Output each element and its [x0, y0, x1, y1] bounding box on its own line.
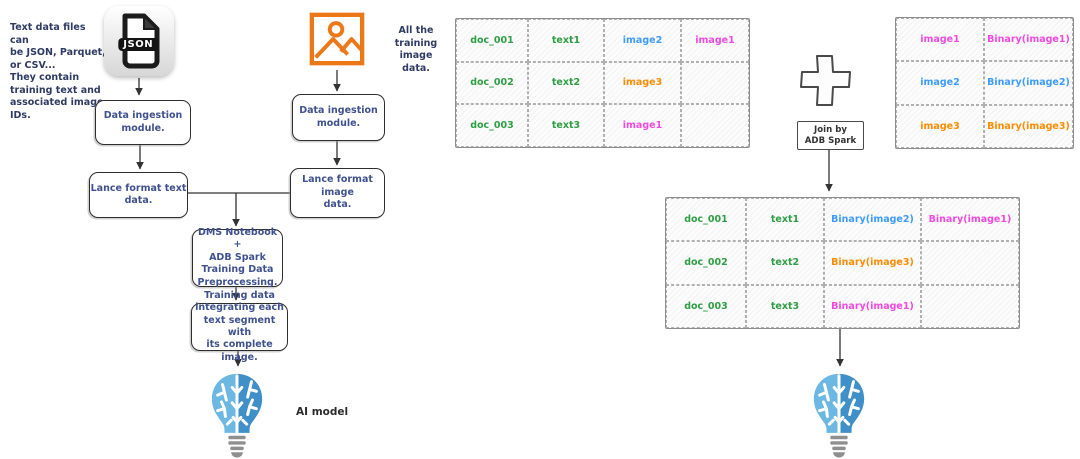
- json-label: JSON: [118, 38, 159, 51]
- ai-brain-bulb-icon: [211, 373, 263, 458]
- table-cell: [921, 241, 1019, 285]
- lance-format-image-box: Lance format image data.: [290, 168, 385, 218]
- table-cell: text1: [746, 198, 824, 242]
- table-cell: text1: [528, 19, 604, 62]
- image-binary-table: image1 Binary(image1) image2 Binary(image2)…: [895, 17, 1074, 149]
- plus-icon: [800, 55, 851, 106]
- table-cell: Binary(image2): [824, 198, 921, 242]
- table-cell: doc_002: [456, 61, 528, 105]
- table-cell: image2: [896, 61, 984, 105]
- training-data-box: Training data integrating each text segm…: [191, 290, 288, 363]
- table-cell: doc_002: [666, 241, 746, 285]
- table-cell: [681, 104, 749, 147]
- table-cell: doc_001: [666, 198, 746, 242]
- joined-result-table: doc_001 text1 Binary(image2) Binary(image1)…: [665, 197, 1020, 329]
- table-cell: Binary(image3): [824, 241, 921, 285]
- ai-model-label: AI model: [296, 406, 349, 418]
- table-cell: text3: [746, 284, 824, 328]
- json-file-icon: JSON: [104, 6, 174, 76]
- image-file-icon: [309, 12, 365, 66]
- ai-brain-bulb-icon: [813, 373, 865, 458]
- text-files-note: Text data files can be JSON, Parquet, or…: [10, 22, 106, 121]
- table-cell: doc_003: [456, 104, 528, 147]
- table-cell: Binary(image2): [984, 61, 1073, 105]
- table-cell: image3: [896, 104, 984, 148]
- table-cell: Binary(image1): [921, 198, 1019, 242]
- table-cell: Binary(image3): [984, 104, 1073, 148]
- table-cell: doc_003: [666, 284, 746, 328]
- dms-notebook-box: DMS Notebook + ADB Spark Training Data P…: [192, 227, 283, 288]
- table-cell: image2: [604, 19, 681, 62]
- data-ingestion-image-box: Data ingestion module.: [292, 94, 385, 141]
- table-cell: image1: [681, 19, 749, 62]
- table-cell: image1: [604, 104, 681, 147]
- table-cell: text2: [528, 61, 604, 105]
- table-cell: text2: [746, 241, 824, 285]
- data-ingestion-text-box: Data ingestion module.: [95, 100, 191, 145]
- table-cell: text3: [528, 104, 604, 147]
- table-cell: doc_001: [456, 19, 528, 62]
- table-cell: Binary(image1): [824, 284, 921, 328]
- training-image-note: All the training image data.: [394, 25, 438, 74]
- table-cell: image3: [604, 61, 681, 105]
- text-image-ref-table: doc_001 text1 image2 image1 doc_002 text2 imag…: [455, 18, 750, 148]
- table-cell: Binary(image1): [984, 18, 1073, 62]
- join-by-adb-spark-label: Join by ADB Spark: [797, 121, 864, 150]
- table-cell: [921, 284, 1019, 328]
- table-cell: [681, 61, 749, 105]
- table-cell: image1: [896, 18, 984, 62]
- lance-format-text-box: Lance format text data.: [89, 172, 188, 218]
